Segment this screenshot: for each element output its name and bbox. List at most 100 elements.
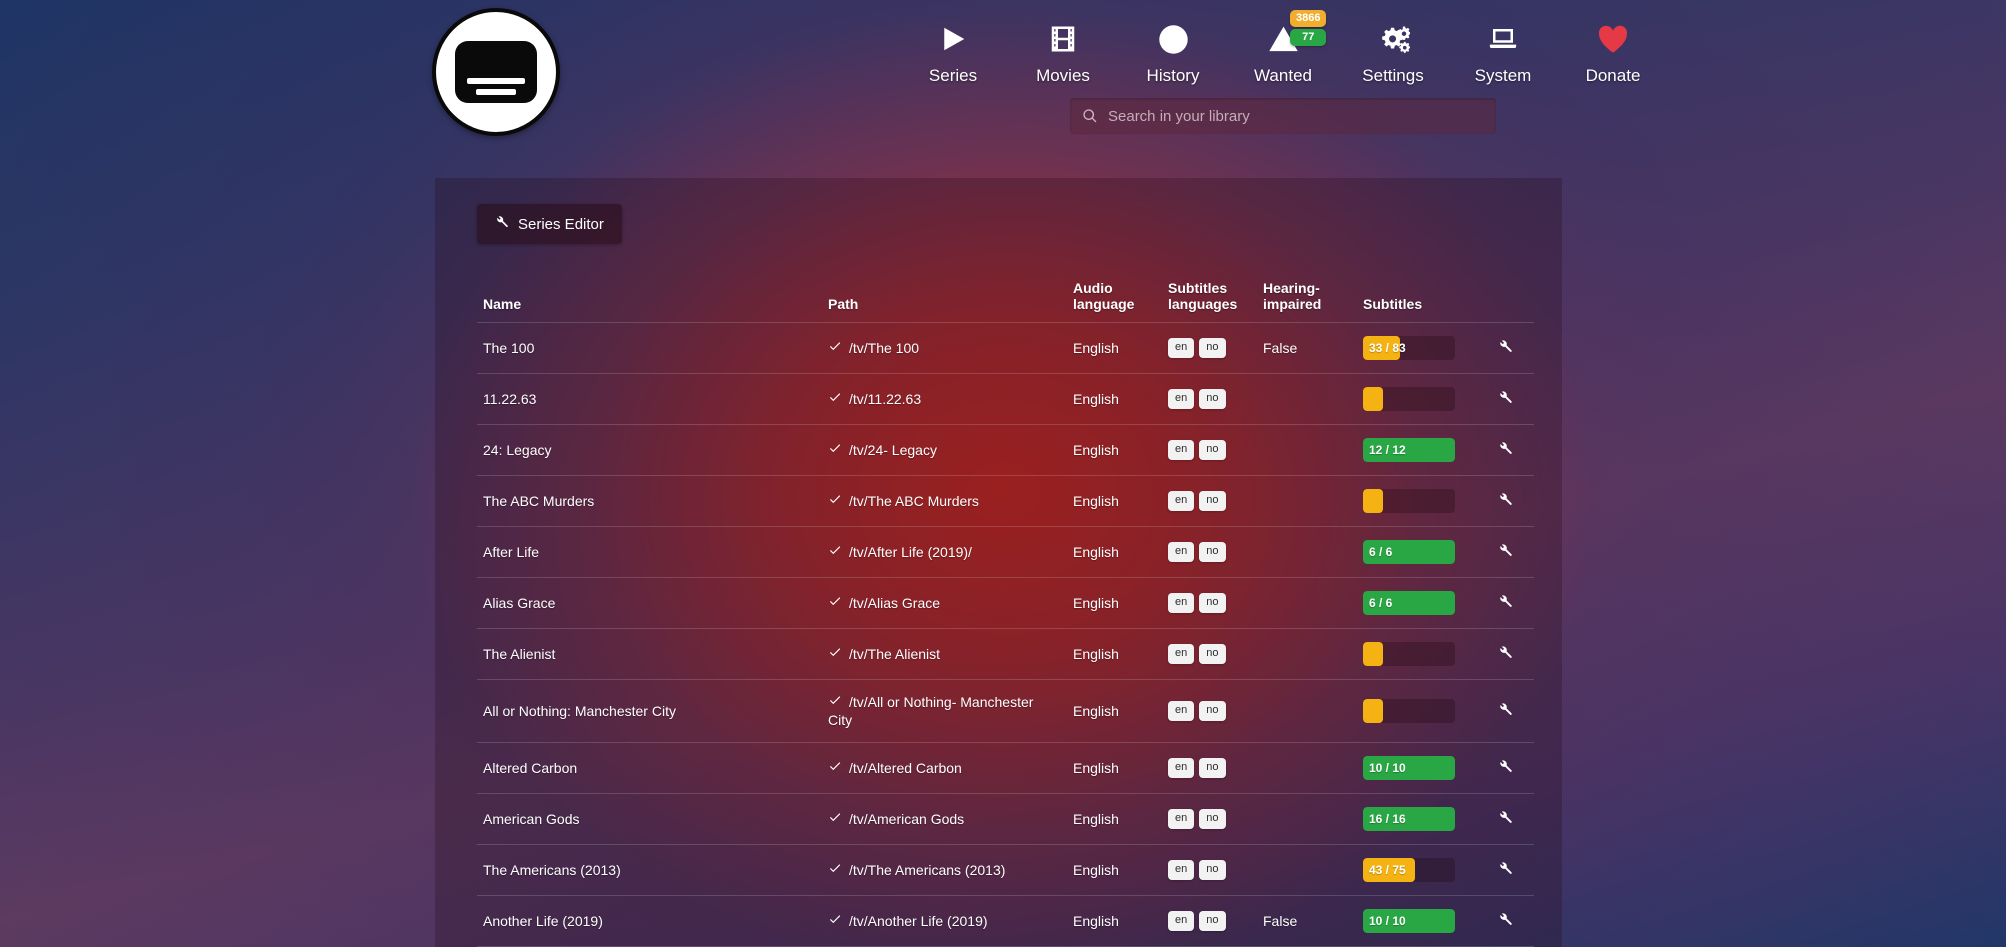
subtitles-progress[interactable] [1363,387,1455,411]
cell-hearing-impaired [1257,526,1357,578]
subtitles-progress[interactable]: 6 / 6 [1363,591,1455,615]
wanted-episodes-badge[interactable]: 3866 [1290,10,1327,27]
subtitle-language-pill[interactable]: en [1168,593,1195,613]
row-edit-button[interactable] [1498,810,1513,828]
nav-item-series[interactable]: Series [898,14,1008,86]
nav-item-history[interactable]: History [1118,14,1228,86]
table-row[interactable]: 11.22.63/tv/11.22.63 English en no [477,373,1534,425]
subtitle-language-pill[interactable]: en [1168,911,1195,931]
subtitles-progress[interactable] [1363,489,1455,513]
subtitle-language-pill[interactable]: en [1168,809,1195,829]
logo-container[interactable] [432,8,560,136]
wanted-badges: 3866 77 [1290,10,1327,46]
subtitle-language-pill[interactable]: no [1199,542,1226,562]
row-edit-button[interactable] [1498,492,1513,510]
nav-item-wanted[interactable]: 3866 77 Wanted [1228,10,1338,86]
wrench-icon [495,215,509,233]
cell-hearing-impaired [1257,628,1357,680]
nav-item-system[interactable]: System [1448,14,1558,86]
row-edit-button[interactable] [1498,912,1513,930]
check-icon [828,760,842,776]
subtitle-language-pill[interactable]: no [1199,860,1226,880]
subtitles-progress[interactable]: 16 / 16 [1363,807,1455,831]
row-edit-button[interactable] [1498,594,1513,612]
table-row[interactable]: Alias Grace/tv/Alias Grace English en no 6 … [477,577,1534,629]
subtitle-language-pill[interactable]: en [1168,701,1195,721]
column-header-hearing-impaired[interactable]: Hearing-impaired [1263,280,1322,312]
cell-subtitles-languages: en no [1162,895,1257,947]
subtitles-progress[interactable]: 6 / 6 [1363,540,1455,564]
cell-actions [1492,628,1534,680]
row-edit-button[interactable] [1498,861,1513,879]
table-row[interactable]: The ABC Murders/tv/The ABC Murders Englis… [477,475,1534,527]
subtitles-progress[interactable]: 10 / 10 [1363,909,1455,933]
row-edit-button[interactable] [1498,339,1513,357]
subtitles-progress[interactable]: 12 / 12 [1363,438,1455,462]
subtitle-language-pill[interactable]: no [1199,758,1226,778]
subtitle-language-pill[interactable]: en [1168,491,1195,511]
subtitle-language-pill[interactable]: no [1199,701,1226,721]
cell-subtitles-languages: en no [1162,577,1257,629]
cell-name: The Alienist [477,628,822,680]
subtitle-language-pill[interactable]: en [1168,389,1195,409]
subtitle-language-pill[interactable]: no [1199,389,1226,409]
table-row[interactable]: The Alienist/tv/The Alienist English en no [477,628,1534,680]
subtitle-language-pill[interactable]: en [1168,440,1195,460]
subtitle-language-pill[interactable]: en [1168,860,1195,880]
column-header-audio-language[interactable]: Audio language [1073,280,1135,312]
wrench-icon [1498,861,1513,879]
subtitles-progress[interactable] [1363,699,1455,723]
cell-audio-language: English [1067,679,1162,743]
column-header-path[interactable]: Path [828,296,859,312]
search-bar[interactable] [1070,98,1496,134]
subtitles-progress[interactable]: 33 / 83 [1363,336,1455,360]
cell-path: /tv/All or Nothing- Manchester City [822,679,1067,743]
subtitle-language-pill[interactable]: en [1168,542,1195,562]
play-icon [938,18,968,60]
row-edit-button[interactable] [1498,645,1513,663]
subtitle-language-pill[interactable]: no [1199,491,1226,511]
subtitle-language-pill[interactable]: no [1199,593,1226,613]
subtitle-language-pill[interactable]: no [1199,338,1226,358]
subtitles-progress[interactable] [1363,642,1455,666]
wrench-icon [1498,759,1513,777]
subtitle-language-pill[interactable]: no [1199,644,1226,664]
nav-item-settings[interactable]: Settings [1338,14,1448,86]
column-header-subtitles[interactable]: Subtitles [1363,296,1423,312]
subtitles-progress[interactable]: 43 / 75 [1363,858,1455,882]
wanted-movies-badge[interactable]: 77 [1290,29,1327,46]
column-header-subtitles-languages[interactable]: Subtitles languages [1168,280,1238,312]
row-edit-button[interactable] [1498,543,1513,561]
subtitle-language-pill[interactable]: en [1168,644,1195,664]
nav-item-donate[interactable]: Donate [1558,14,1668,86]
table-row[interactable]: Another Life (2019) /tv/Another Life (201… [477,895,1534,947]
cell-subtitles-languages: en no [1162,742,1257,794]
subtitle-language-pill[interactable]: en [1168,338,1195,358]
subtitles-progress-fill: 33 / 83 [1363,336,1406,360]
cell-audio-language: English [1067,844,1162,896]
subtitle-language-pill[interactable]: no [1199,911,1226,931]
row-edit-button[interactable] [1498,702,1513,720]
table-row[interactable]: The 100/tv/The 100 English en no False 33 / … [477,322,1534,374]
row-edit-button[interactable] [1498,390,1513,408]
cell-hearing-impaired [1257,793,1357,845]
row-edit-button[interactable] [1498,441,1513,459]
table-row[interactable]: American Gods/tv/American Gods English en n… [477,793,1534,845]
table-row[interactable]: After Life/tv/After Life (2019)/English e… [477,526,1534,578]
table-row[interactable]: All or Nothing: Manchester City/tv/All o… [477,679,1534,743]
cell-hearing-impaired: False [1257,895,1357,947]
table-row[interactable]: The Americans (2013) /tv/The Americans (2… [477,844,1534,896]
table-row[interactable]: 24: Legacy/tv/24- Legacy English en no 12 /… [477,424,1534,476]
nav-item-movies[interactable]: Movies [1008,14,1118,86]
subtitles-progress[interactable]: 10 / 10 [1363,756,1455,780]
search-input[interactable] [1108,107,1484,125]
subtitle-language-pill[interactable]: en [1168,758,1195,778]
table-row[interactable]: Altered Carbon/tv/Altered Carbon English e… [477,742,1534,794]
cell-audio-language: English [1067,322,1162,374]
bazarr-logo[interactable] [432,8,560,136]
row-edit-button[interactable] [1498,759,1513,777]
column-header-name[interactable]: Name [483,296,522,312]
subtitle-language-pill[interactable]: no [1199,440,1226,460]
series-editor-button[interactable]: Series Editor [477,204,622,244]
subtitle-language-pill[interactable]: no [1199,809,1226,829]
